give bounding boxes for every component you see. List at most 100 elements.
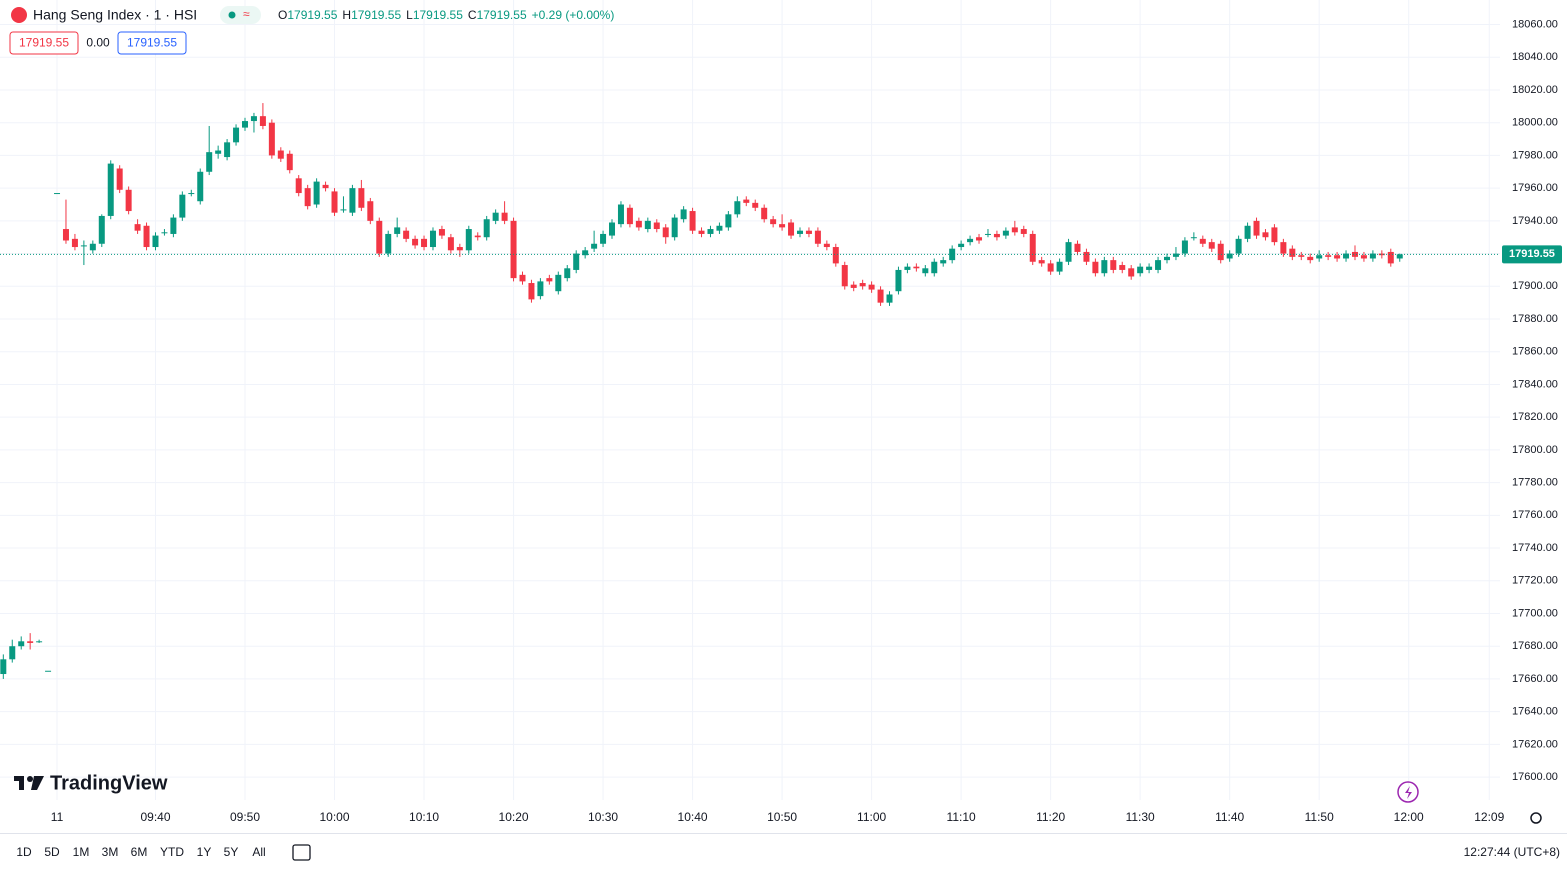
candle-body — [45, 670, 52, 672]
y-tick-label: 17820.00 — [1512, 411, 1558, 423]
candle-body — [1065, 242, 1072, 262]
y-tick-label: 18060.00 — [1512, 18, 1558, 30]
range-button[interactable]: 1M — [73, 845, 90, 859]
buy-box[interactable] — [117, 31, 187, 55]
candle-body — [1226, 253, 1233, 259]
ohlc-change: +0.29 (+0.00%) — [532, 8, 615, 22]
candle-body — [358, 188, 365, 208]
candle-body — [1020, 229, 1027, 234]
candle-body — [412, 238, 419, 246]
candle-body — [573, 253, 580, 270]
ohlc-label: O — [278, 8, 287, 22]
candle-body — [591, 243, 598, 249]
candle-body — [421, 238, 428, 248]
candle-body — [107, 163, 114, 216]
y-tick-label: 17600.00 — [1512, 771, 1558, 783]
candle-body — [71, 238, 78, 248]
candle-body — [1298, 255, 1305, 257]
candle-body — [850, 284, 857, 288]
spread: 0.00 — [86, 36, 110, 50]
x-tick-label: 12:09 — [1474, 810, 1504, 824]
ohlc-value: 17919.55 — [351, 8, 401, 22]
range-button[interactable]: 1Y — [197, 845, 212, 859]
candle-body — [1316, 255, 1323, 259]
candle-body — [877, 289, 884, 303]
candle-body — [394, 227, 401, 234]
clock[interactable]: 12:27:44 (UTC+8) — [1464, 845, 1560, 859]
sell-box[interactable] — [9, 31, 79, 55]
candle-body — [671, 217, 678, 238]
candle-body — [1137, 266, 1144, 274]
candle-body — [841, 265, 848, 287]
candle-body — [528, 283, 535, 300]
symbol-title[interactable]: Hang Seng Index · 1 · HSI — [33, 7, 197, 23]
lightning-icon — [1405, 786, 1412, 799]
candle-body — [1074, 243, 1081, 252]
candle-body — [349, 188, 356, 213]
candle-body — [152, 235, 159, 248]
range-button[interactable]: 5Y — [224, 845, 239, 859]
candle-body — [644, 220, 651, 230]
lightning-button[interactable] — [1397, 781, 1419, 803]
calendar-button[interactable] — [292, 844, 311, 861]
candle-body — [125, 189, 132, 212]
range-button[interactable]: 1D — [16, 845, 32, 859]
y-tick-label: 17860.00 — [1512, 346, 1558, 358]
logo-text[interactable]: TradingView — [50, 772, 168, 794]
candle-body — [80, 245, 87, 247]
candle-body — [546, 278, 553, 282]
ohlc-label: H — [342, 8, 351, 22]
y-tick-label: 17800.00 — [1512, 444, 1558, 456]
candle-body — [949, 248, 956, 261]
settings-button[interactable] — [1530, 812, 1542, 824]
x-tick-label: 11 — [51, 810, 64, 824]
candle-body — [564, 268, 571, 279]
candle-body — [796, 230, 803, 234]
candle-body — [1056, 261, 1063, 272]
candle-body — [492, 212, 499, 221]
range-button[interactable]: YTD — [160, 845, 184, 859]
candle-body — [886, 294, 893, 303]
candle-body — [537, 281, 544, 297]
candle-body — [626, 207, 633, 225]
candle-body — [259, 116, 266, 126]
candle-body — [1172, 253, 1179, 257]
candle-body — [582, 250, 589, 256]
range-button[interactable]: 5D — [44, 845, 60, 859]
candle-body — [161, 232, 168, 234]
candle-body — [958, 243, 965, 248]
y-tick-label: 17640.00 — [1512, 706, 1558, 718]
candle-body — [376, 220, 383, 254]
candle-body — [116, 168, 123, 190]
status-pill[interactable] — [220, 6, 261, 24]
range-button[interactable]: All — [252, 845, 265, 859]
y-tick-label: 17720.00 — [1512, 575, 1558, 587]
symbol-icon — [11, 7, 27, 23]
candle-body — [904, 266, 911, 270]
y-tick-label: 18020.00 — [1512, 84, 1558, 96]
range-button[interactable]: 6M — [131, 845, 148, 859]
candle-body — [1262, 232, 1269, 238]
range-button[interactable]: 3M — [102, 845, 119, 859]
candle-body — [805, 230, 812, 234]
candle-body — [1101, 260, 1108, 274]
candle-body — [1369, 253, 1376, 259]
candles — [0, 103, 1403, 679]
candle-body — [188, 193, 195, 195]
candle-body — [868, 284, 875, 290]
candle-body — [215, 150, 222, 154]
candle-body — [770, 219, 777, 225]
candle-body — [1002, 230, 1009, 236]
y-tick-label: 17680.00 — [1512, 640, 1558, 652]
candle-body — [18, 641, 25, 647]
y-tick-label: 18000.00 — [1512, 117, 1558, 129]
candle-body — [743, 199, 750, 203]
candle-body — [313, 181, 320, 205]
candle-body — [385, 233, 392, 254]
candle-body — [268, 122, 275, 156]
candle-body — [429, 230, 436, 248]
candle-body — [206, 152, 213, 172]
x-tick-label: 11:00 — [857, 810, 886, 824]
